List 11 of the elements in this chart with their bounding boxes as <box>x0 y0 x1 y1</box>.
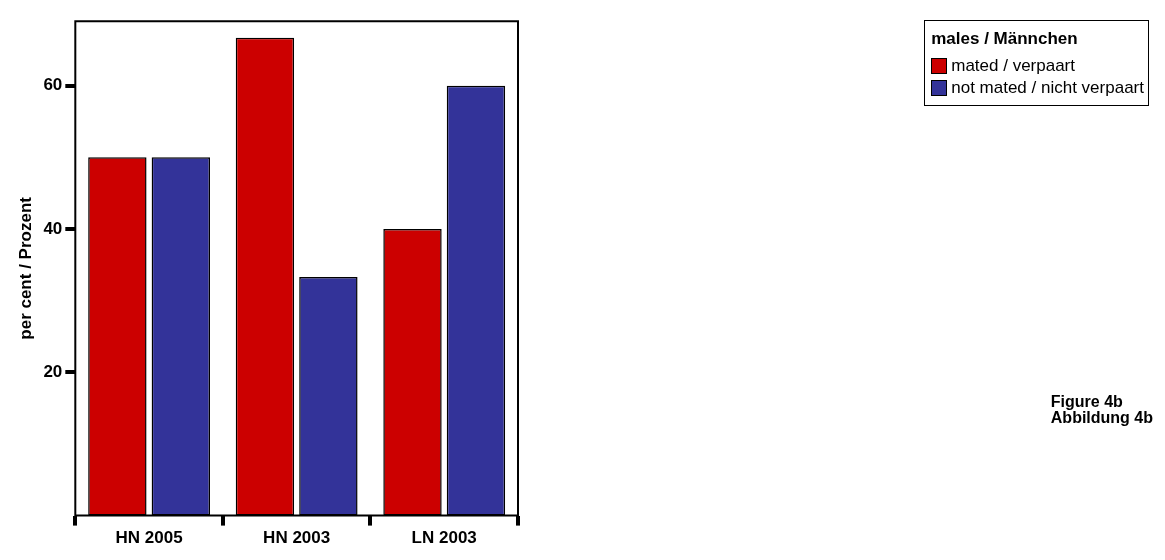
legend-label: not mated / nicht verpaart <box>951 77 1144 99</box>
legend-title: males / Männchen <box>931 29 1079 49</box>
x-tick-label: HN 2003 <box>263 528 331 548</box>
x-tick-label: HN 2005 <box>115 528 183 548</box>
x-tick-label: LN 2003 <box>411 528 477 548</box>
legend-label: mated / verpaart <box>951 55 1075 77</box>
y-tick-label: 20 <box>43 361 63 381</box>
caption: Figure 4b Abbildung 4b <box>1050 393 1153 426</box>
y-axis-title: per cent / Prozent <box>15 196 35 340</box>
y-tick-label: 60 <box>43 75 63 95</box>
y-tick-label: 40 <box>43 218 63 238</box>
